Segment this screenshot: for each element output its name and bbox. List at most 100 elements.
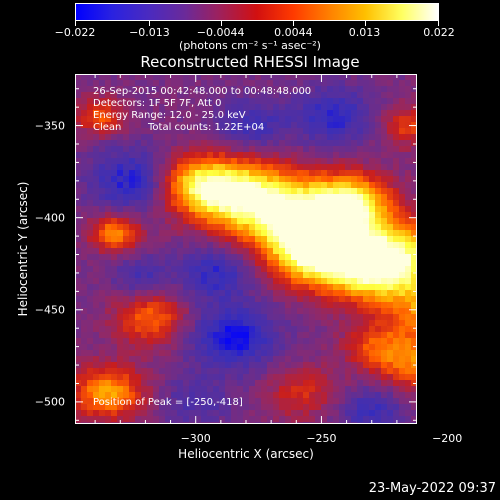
heatmap-cell	[309, 338, 316, 345]
heatmap-cell	[315, 404, 322, 411]
heatmap-cell	[285, 134, 292, 141]
heatmap-cell	[315, 380, 322, 387]
heatmap-cell	[243, 200, 250, 207]
heatmap-cell	[177, 224, 184, 231]
heatmap-cell	[249, 332, 256, 339]
heatmap-cell	[135, 260, 142, 267]
heatmap-cell	[75, 416, 82, 423]
heatmap-cell	[351, 410, 358, 417]
heatmap-cell	[291, 122, 298, 129]
heatmap-cell	[123, 302, 130, 309]
heatmap-cell	[351, 92, 358, 99]
heatmap-cell	[363, 272, 370, 279]
heatmap-cell	[189, 416, 196, 423]
heatmap-cell	[285, 380, 292, 387]
heatmap-cell	[213, 164, 220, 171]
heatmap-cell	[219, 176, 226, 183]
heatmap-cell	[249, 206, 256, 213]
heatmap-cell	[219, 74, 226, 81]
heatmap-cell	[333, 320, 340, 327]
heatmap-cell	[207, 404, 214, 411]
heatmap-cell	[129, 158, 136, 165]
heatmap-cell	[285, 230, 292, 237]
heatmap-cell	[141, 320, 148, 327]
heatmap-cell	[249, 74, 256, 81]
heatmap-cell	[363, 392, 370, 399]
heatmap-cell	[405, 170, 412, 177]
heatmap-cell	[105, 224, 112, 231]
heatmap-cell	[189, 374, 196, 381]
heatmap-cell	[261, 404, 268, 411]
heatmap-cell	[87, 104, 94, 111]
heatmap-cell	[201, 74, 208, 81]
heatmap-cell	[129, 92, 136, 99]
heatmap-cell	[87, 320, 94, 327]
heatmap-cell	[255, 80, 262, 87]
heatmap-cell	[351, 260, 358, 267]
heatmap-cell	[219, 188, 226, 195]
heatmap-cell	[363, 194, 370, 201]
heatmap-cell	[147, 332, 154, 339]
heatmap-cell	[267, 380, 274, 387]
heatmap-cell	[327, 296, 334, 303]
heatmap-cell	[333, 116, 340, 123]
heatmap-cell	[135, 320, 142, 327]
heatmap-cell	[345, 272, 352, 279]
heatmap-cell	[363, 158, 370, 165]
heatmap-cell	[279, 392, 286, 399]
heatmap-cell	[297, 236, 304, 243]
heatmap-cell	[309, 380, 316, 387]
heatmap-cell	[375, 140, 382, 147]
heatmap-cell	[399, 152, 406, 159]
heatmap-cell	[171, 248, 178, 255]
heatmap-cell	[135, 218, 142, 225]
heatmap-cell	[375, 242, 382, 249]
heatmap-cell	[411, 236, 417, 243]
heatmap-cell	[195, 392, 202, 399]
heatmap-cell	[303, 146, 310, 153]
heatmap-cell	[297, 332, 304, 339]
heatmap-cell	[351, 398, 358, 405]
heatmap-cell	[147, 302, 154, 309]
heatmap-cell	[195, 188, 202, 195]
heatmap-cell	[303, 92, 310, 99]
heatmap-cell	[183, 416, 190, 423]
heatmap-cell	[159, 362, 166, 369]
heatmap-cell	[345, 224, 352, 231]
heatmap-cell	[201, 320, 208, 327]
heatmap-cell	[237, 290, 244, 297]
heatmap-cell	[291, 146, 298, 153]
heatmap-cell	[81, 80, 88, 87]
heatmap-cell	[225, 266, 232, 273]
heatmap-cell	[75, 110, 82, 117]
heatmap-cell	[387, 170, 394, 177]
heatmap-cell	[261, 140, 268, 147]
heatmap-cell	[345, 110, 352, 117]
heatmap-cell	[171, 266, 178, 273]
heatmap-cell	[171, 104, 178, 111]
heatmap-cell	[297, 128, 304, 135]
heatmap-cell	[399, 80, 406, 87]
heatmap-cell	[153, 128, 160, 135]
heatmap-cell	[351, 200, 358, 207]
heatmap-cell	[75, 320, 82, 327]
heatmap-cell	[327, 332, 334, 339]
heatmap-cell	[279, 248, 286, 255]
heatmap-cell	[81, 74, 88, 81]
heatmap-cell	[387, 374, 394, 381]
heatmap-cell	[405, 80, 412, 87]
heatmap-cell	[291, 362, 298, 369]
heatmap-cell	[399, 290, 406, 297]
heatmap-cell	[297, 260, 304, 267]
heatmap-cell	[273, 290, 280, 297]
heatmap-cell	[387, 356, 394, 363]
heatmap-cell	[129, 110, 136, 117]
heatmap-cell	[327, 308, 334, 315]
heatmap-cell	[315, 98, 322, 105]
colorbar-tick	[438, 21, 439, 26]
heatmap-cell	[165, 146, 172, 153]
heatmap-cell	[213, 314, 220, 321]
heatmap-cell	[339, 332, 346, 339]
heatmap-cell	[375, 368, 382, 375]
heatmap-cell	[321, 356, 328, 363]
